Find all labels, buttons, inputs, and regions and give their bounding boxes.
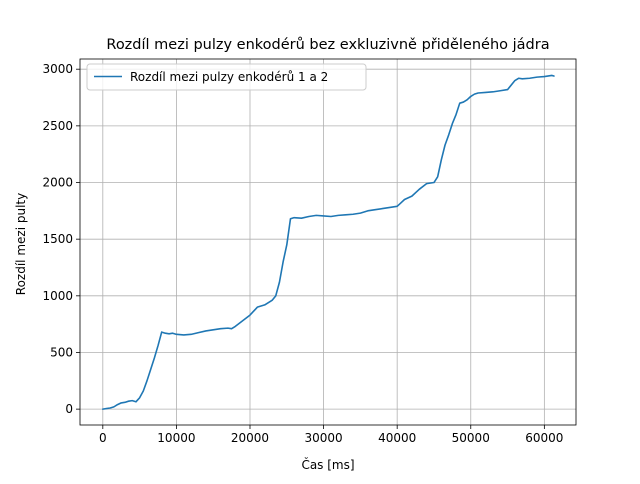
x-tick-label: 30000 [304, 431, 342, 445]
x-tick-label: 60000 [525, 431, 563, 445]
x-tick-label: 50000 [452, 431, 490, 445]
y-tick-label: 2500 [42, 119, 73, 133]
y-tick-label: 1000 [42, 289, 73, 303]
x-tick-label: 20000 [231, 431, 269, 445]
y-axis-label: Rozdíl mezi pulty [14, 193, 28, 295]
series-line-1 [102, 74, 555, 410]
y-tick-label: 0 [65, 402, 73, 416]
x-tick-label: 10000 [157, 431, 195, 445]
x-tick-label: 0 [99, 431, 107, 445]
legend-box [86, 63, 367, 91]
legend: Rozdíl mezi pulzy enkodérů 1 a 2 [86, 63, 367, 91]
y-tick-label: 1500 [42, 232, 73, 246]
plot-area-frame [79, 58, 577, 426]
y-tick-label: 3000 [42, 62, 73, 76]
y-tick-label: 500 [50, 345, 73, 359]
legend-label-series-1: Rozdíl mezi pulzy enkodérů 1 a 2 [130, 70, 328, 84]
x-axis-ticks: 0 10000 20000 30000 40000 50000 60000 [99, 425, 563, 445]
chart-title: Rozdíl mezi pulzy enkodérů bez exkluzivn… [106, 37, 549, 53]
x-axis-label: Čas [ms] [301, 457, 354, 472]
y-axis-ticks: 0 500 1000 1500 2000 2500 3000 [42, 62, 80, 416]
y-tick-label: 2000 [42, 176, 73, 190]
series-layer [102, 74, 555, 410]
x-tick-label: 40000 [378, 431, 416, 445]
